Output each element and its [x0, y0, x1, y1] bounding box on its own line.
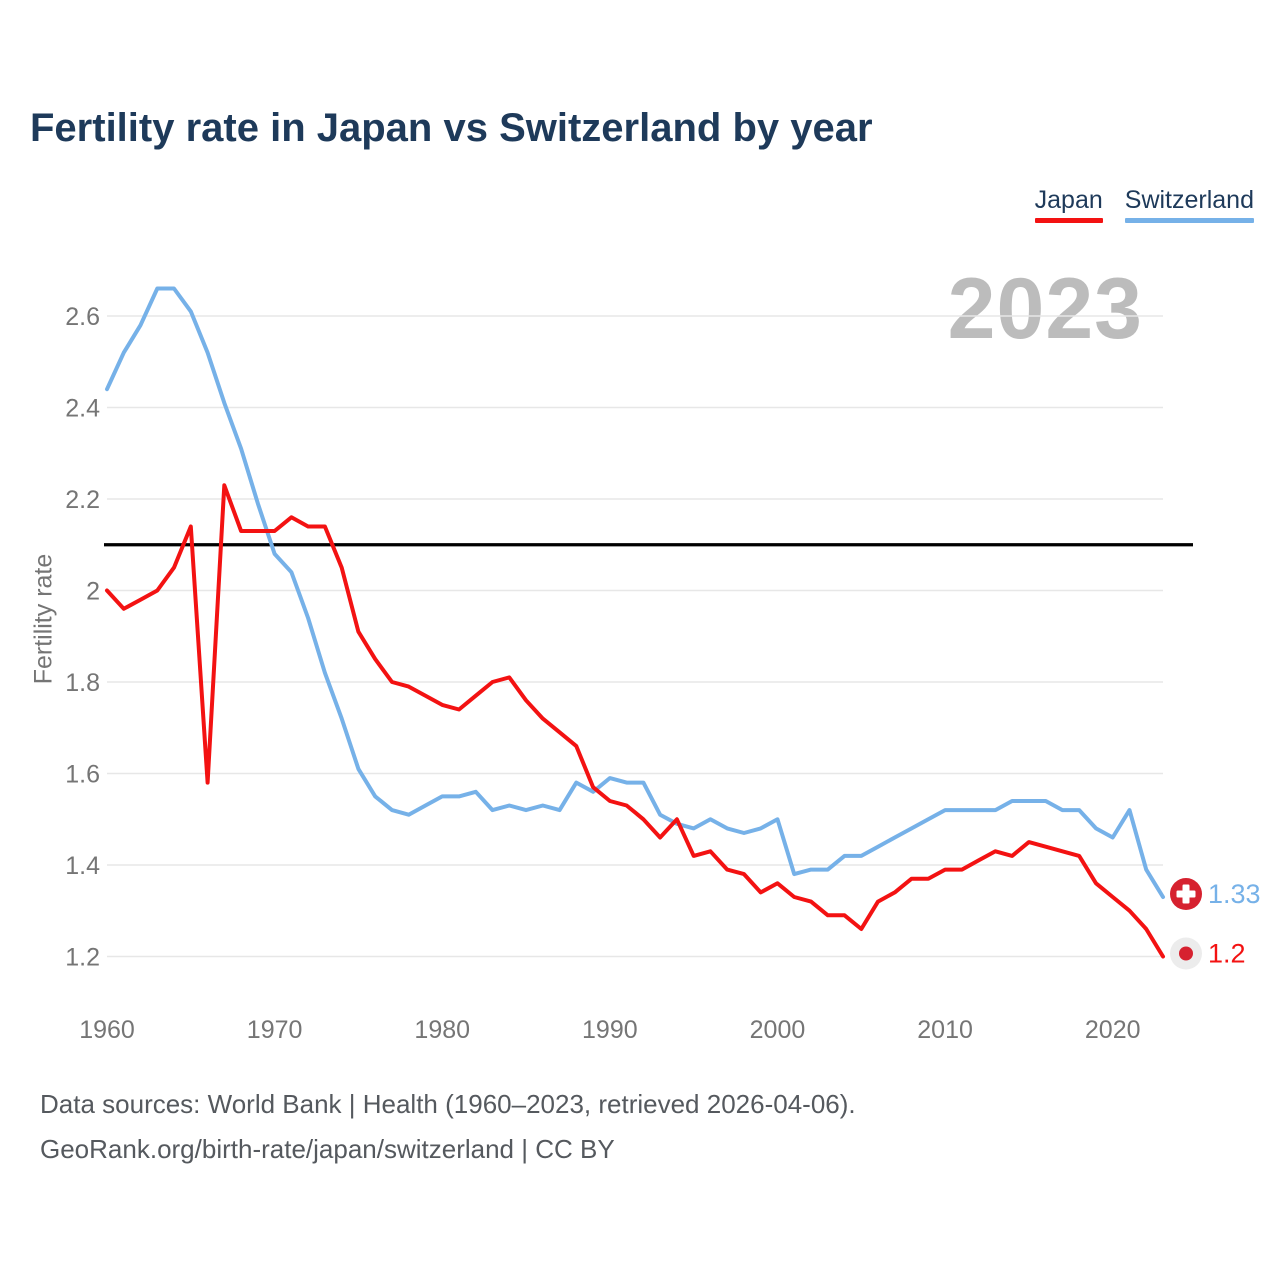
y-tick-label: 2 — [86, 578, 100, 606]
swiss-cross-horizontal — [1176, 890, 1196, 898]
x-tick-label: 1980 — [414, 1016, 470, 1044]
series-line-japan — [105, 483, 1165, 959]
x-tick-label: 2010 — [917, 1016, 973, 1044]
source-line-1: Data sources: World Bank | Health (1960–… — [40, 1089, 856, 1119]
page-title: Fertility rate in Japan vs Switzerland b… — [30, 106, 873, 150]
y-tick-label: 1.8 — [65, 669, 100, 697]
x-tick-label: 1970 — [247, 1016, 303, 1044]
x-tick-label: 2000 — [750, 1016, 806, 1044]
y-tick-label: 1.6 — [65, 761, 100, 789]
series-line-switzerland — [105, 286, 1165, 899]
japan-flag-sun — [1179, 946, 1193, 961]
legend-label-switzerland: Switzerland — [1124, 186, 1254, 214]
y-tick-label: 1.4 — [65, 852, 100, 880]
y-tick-label: 1.2 — [65, 944, 100, 972]
legend-swatch-japan — [1034, 218, 1103, 223]
x-tick-label: 1990 — [582, 1016, 638, 1044]
y-tick-label: 2.2 — [65, 486, 100, 514]
legend-swatch-switzerland — [1124, 218, 1254, 223]
end-value-label-japan: 1.2 — [1208, 939, 1246, 969]
year-watermark: 2023 — [947, 261, 1143, 357]
end-value-label-switzerland: 1.33 — [1208, 879, 1261, 909]
source-line-2: GeoRank.org/birth-rate/japan/switzerland… — [40, 1134, 615, 1164]
y-tick-label: 2.4 — [65, 395, 100, 423]
legend-item-switzerland[interactable]: Switzerland — [1124, 186, 1254, 223]
x-tick-label: 2020 — [1085, 1016, 1141, 1044]
legend: Japan Switzerland — [1034, 186, 1254, 223]
y-tick-label: 2.6 — [65, 303, 100, 331]
legend-item-japan[interactable]: Japan — [1034, 186, 1103, 223]
legend-label-japan: Japan — [1034, 186, 1103, 214]
x-tick-label: 1960 — [79, 1016, 135, 1044]
source-note: Data sources: World Bank | Health (1960–… — [40, 1082, 856, 1172]
